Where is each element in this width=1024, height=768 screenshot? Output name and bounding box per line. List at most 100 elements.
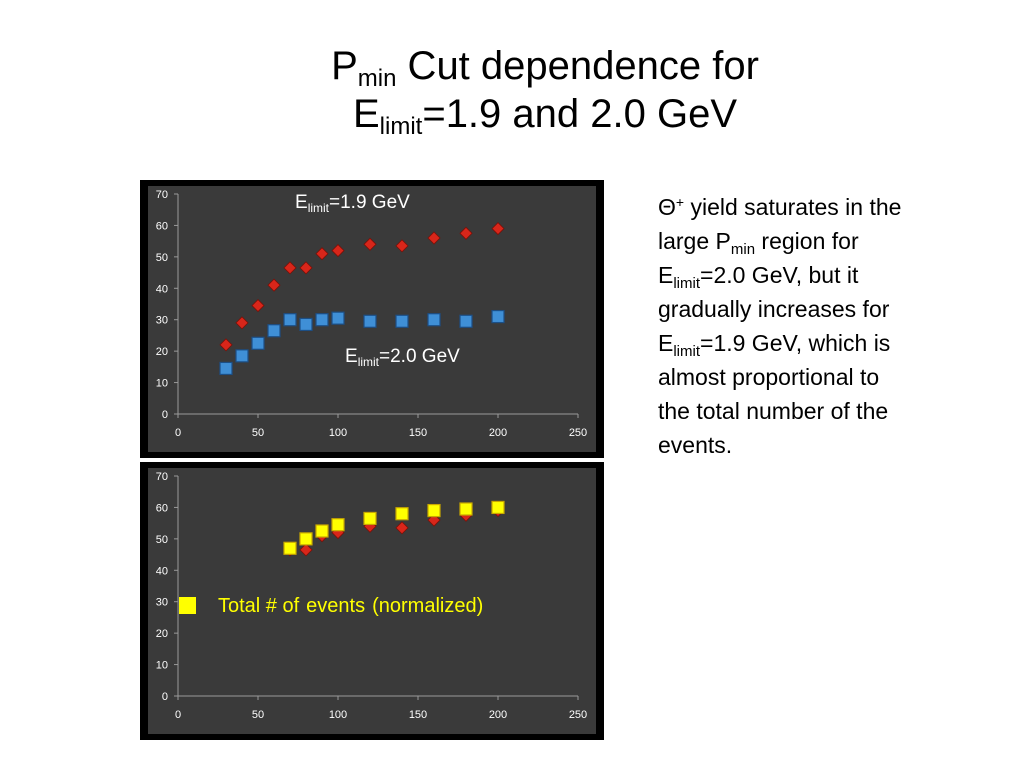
data-point-diamond [491, 222, 505, 236]
y-tick-label: 60 [156, 502, 168, 514]
theta-symbol: Θ [658, 194, 676, 220]
yield-chart-bottom-plot: 0 10 20 30 40 50 60 70 0 50 100 150 200 250 [148, 468, 596, 734]
yield-chart-top-plot: 0 10 20 30 40 50 60 70 0 50 100 150 200 250 [148, 186, 596, 452]
data-point-square [459, 502, 473, 516]
desc-line-8: events. [658, 432, 733, 458]
title-line-1: Pmin Cut dependence for [0, 42, 1024, 92]
desc-line-7: the total number of the [658, 398, 889, 424]
data-point-diamond [235, 316, 249, 330]
desc-line-6: almost proportional to [658, 364, 880, 390]
y-tick-label: 70 [156, 471, 168, 483]
title-line-2: Elimit=1.9 and 2.0 GeV [0, 90, 1024, 140]
desc-line-1-rest: yield saturates in the [684, 194, 902, 220]
y-tick-label: 0 [162, 691, 168, 703]
data-point-square [459, 314, 473, 328]
annotation-2-0-main: E [345, 346, 358, 367]
title-e: E [352, 92, 380, 136]
data-point-square [219, 361, 233, 376]
x-tick-label: 50 [252, 427, 264, 439]
y-tick-label: 50 [156, 534, 168, 546]
desc-line-2-sub: min [730, 241, 756, 258]
y-tick-label: 40 [156, 283, 168, 295]
data-point-square [299, 532, 313, 546]
title-line-2-rest: =1.9 and 2.0 GeV [422, 92, 738, 136]
annotation-2-0-rest: =2.0 GeV [379, 346, 460, 367]
annotation-1-9-rest: =1.9 GeV [329, 192, 410, 213]
desc-line-3-rest: =2.0 GeV, but it [700, 262, 859, 288]
y-tick-label: 40 [156, 565, 168, 577]
annotation-1-9-sub: limit [307, 201, 330, 215]
y-tick-label: 10 [156, 378, 168, 390]
desc-line-5-main: E [658, 330, 674, 356]
title-line-1-rest: Cut dependence for [396, 44, 759, 88]
legend-label-total-events: Total # of events (normalized) [218, 595, 490, 618]
data-point-diamond [299, 261, 313, 275]
data-point-diamond [427, 231, 441, 245]
x-tick-label: 150 [409, 709, 427, 721]
data-point-diamond [331, 244, 345, 258]
data-point-diamond [267, 278, 281, 292]
data-point-diamond [395, 239, 409, 253]
title-p-subscript: min [357, 65, 397, 92]
annotation-elimit-1-9: Elimit=1.9 GeV [295, 192, 410, 214]
theta-superscript: + [675, 194, 685, 210]
data-point-square [267, 324, 281, 338]
y-tick-label: 30 [156, 315, 168, 327]
x-tick-label: 100 [329, 427, 347, 439]
y-tick-label: 10 [156, 660, 168, 672]
data-point-diamond [315, 247, 329, 261]
data-point-square [395, 507, 409, 521]
data-point-diamond [219, 338, 233, 352]
desc-line-5-rest: =1.9 GeV, which is [700, 330, 891, 356]
data-point-square [283, 541, 297, 555]
data-point-square [315, 313, 329, 327]
data-point-square [315, 524, 329, 538]
x-tick-label: 150 [409, 427, 427, 439]
desc-line-3-main: E [658, 262, 674, 288]
data-point-diamond [363, 237, 377, 251]
data-point-square [363, 314, 377, 328]
x-tick-label: 100 [329, 709, 347, 721]
data-point-diamond [283, 261, 297, 275]
desc-line-3: Elimit=2.0 GeV, but it [658, 258, 978, 292]
y-tick-label: 20 [156, 628, 168, 640]
y-tick-label: 20 [156, 346, 168, 358]
data-point-square [363, 511, 377, 526]
legend-word-2: events [306, 595, 366, 617]
desc-line-5-sub: limit [673, 343, 701, 360]
legend-swatch-total-events [179, 597, 196, 614]
data-point-diamond [251, 299, 265, 313]
desc-line-1: Θ+ yield saturates in the [658, 190, 978, 224]
y-tick-label: 70 [156, 189, 168, 201]
desc-line-4: gradually increases for [658, 296, 890, 322]
legend-word-3: (normalized) [372, 595, 484, 617]
x-tick-label: 0 [175, 427, 181, 439]
data-point-diamond [299, 543, 313, 557]
description-text: Θ+ yield saturates in the large Pmin reg… [658, 190, 978, 462]
desc-line-5: Elimit=1.9 GeV, which is [658, 326, 978, 360]
data-point-square [491, 500, 505, 515]
data-point-square [235, 349, 249, 363]
y-tick-label: 50 [156, 252, 168, 264]
yield-chart-top: 0 10 20 30 40 50 60 70 0 50 100 150 200 250 Elimit=1.… [140, 180, 604, 458]
annotation-1-9-main: E [295, 192, 308, 213]
x-tick-label: 250 [569, 427, 587, 439]
desc-line-2: large Pmin region for [658, 224, 978, 258]
x-tick-label: 0 [175, 709, 181, 721]
data-point-square [491, 309, 505, 324]
x-tick-label: 200 [489, 427, 507, 439]
data-point-square [331, 311, 345, 325]
data-point-square [427, 503, 441, 518]
data-point-diamond [395, 521, 409, 535]
title-e-subscript: limit [379, 113, 423, 140]
y-tick-label: 0 [162, 409, 168, 421]
data-point-square [283, 313, 297, 327]
legend-word-1: Total # of [218, 595, 300, 617]
data-point-square [299, 317, 313, 332]
x-tick-label: 200 [489, 709, 507, 721]
yield-chart-bottom: 0 10 20 30 40 50 60 70 0 50 100 150 200 250 Total # o… [140, 462, 604, 740]
slide-title: Pmin Cut dependence for Elimit=1.9 and 2… [0, 42, 1024, 140]
data-point-square [331, 518, 345, 532]
desc-line-3-sub: limit [673, 275, 701, 292]
data-point-diamond [459, 226, 473, 240]
